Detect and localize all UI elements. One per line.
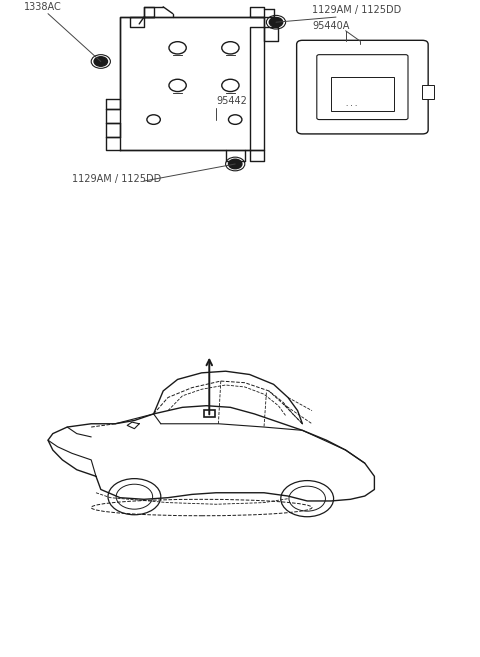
Bar [204, 410, 215, 417]
Text: 1338AC: 1338AC [24, 2, 62, 12]
Text: 95440A: 95440A [312, 21, 349, 31]
Circle shape [228, 159, 242, 169]
Circle shape [94, 57, 108, 66]
Text: 1129AM / 1125DD: 1129AM / 1125DD [312, 5, 401, 15]
Bar [331, 77, 394, 111]
Text: . . .: . . . [346, 101, 357, 107]
FancyBboxPatch shape [297, 40, 428, 134]
Text: 95442: 95442 [216, 96, 247, 106]
Circle shape [269, 18, 283, 27]
FancyBboxPatch shape [317, 55, 408, 120]
Text: 1129AM / 1125DD: 1129AM / 1125DD [72, 175, 161, 185]
Bar [422, 85, 434, 99]
